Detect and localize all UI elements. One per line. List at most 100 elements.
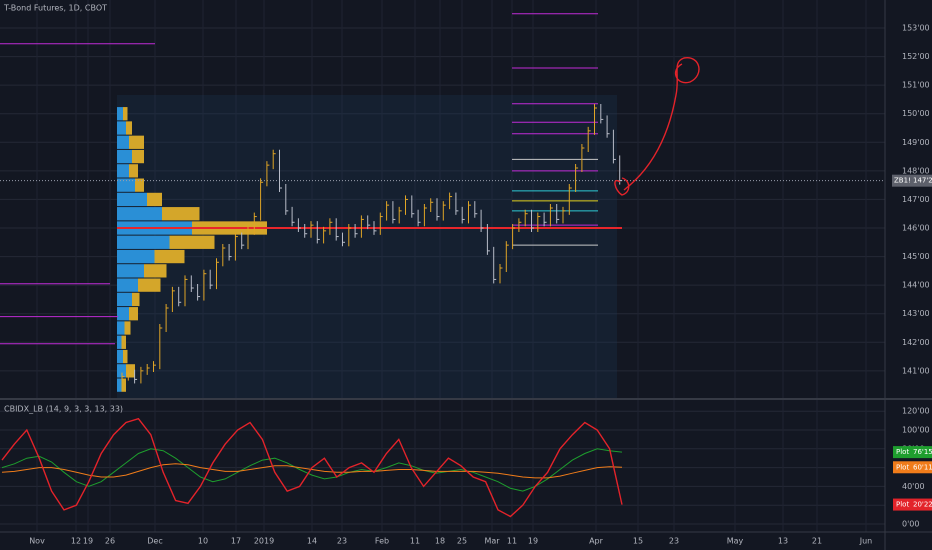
profile-up — [117, 278, 138, 292]
y-tick-label: 148'00 — [902, 166, 930, 175]
x-tick-label: 26 — [105, 537, 115, 546]
profile-up — [117, 121, 126, 135]
plot-name: Plot — [896, 501, 909, 509]
profile-up — [117, 192, 147, 207]
profile-down — [121, 335, 126, 349]
volume-profile — [117, 107, 267, 392]
profile-up — [117, 178, 135, 192]
x-tick-label: 23 — [337, 537, 347, 546]
chart-title: T-Bond Futures, 1D, CBOT — [3, 4, 107, 13]
symbol-label: ZB1! — [894, 177, 911, 185]
profile-down — [132, 292, 140, 307]
x-tick-label: Feb — [375, 537, 389, 546]
profile-down — [126, 364, 135, 378]
y-tick-label: 141'00 — [902, 366, 930, 375]
y-tick-label: 145'00 — [902, 252, 930, 261]
x-tick-label: 11 — [410, 537, 420, 546]
x-tick-label: 11 — [507, 537, 517, 546]
y-tick-label: 147'00 — [902, 195, 930, 204]
x-tick-label: 23 — [669, 537, 679, 546]
x-tick-label: 2019 — [254, 537, 274, 546]
indicator-title: CBIDX_LB (14, 9, 3, 3, 13, 33) — [4, 405, 123, 414]
plot-value-label: 60'11 — [913, 463, 932, 471]
profile-down — [123, 349, 128, 364]
y-tick-label: 120'00 — [902, 407, 930, 416]
profile-up — [117, 207, 162, 221]
profile-up — [117, 164, 129, 178]
x-tick-label: 14 — [307, 537, 317, 546]
x-tick-label: Nov — [29, 537, 45, 546]
freehand-annotation — [614, 57, 700, 196]
profile-down — [129, 164, 138, 178]
profile-up — [117, 321, 125, 335]
y-tick-label: 142'00 — [902, 338, 930, 347]
profile-up — [117, 307, 129, 321]
indicator-line — [1, 448, 623, 492]
y-tick-label: 152'00 — [902, 52, 930, 61]
profile-down — [144, 264, 167, 278]
x-tick-label: 25 — [457, 537, 467, 546]
profile-up — [117, 378, 122, 392]
profile-down — [147, 192, 162, 207]
profile-up — [117, 335, 122, 349]
profile-down — [126, 121, 132, 135]
y-tick-label: 153'00 — [902, 24, 930, 33]
plot-name: Plot — [896, 448, 909, 456]
profile-up — [117, 249, 155, 264]
x-tick-label: Dec — [147, 537, 162, 546]
last-price-label: 147'21 — [913, 177, 932, 185]
indicator-line — [1, 463, 623, 479]
profile-down — [121, 378, 126, 392]
y-tick-label: 100'00 — [902, 425, 930, 434]
profile-down — [123, 107, 128, 121]
axes: 153'00152'00151'00150'00149'00148'00147'… — [29, 24, 932, 546]
profile-down — [169, 235, 215, 249]
plot-value-label: 76'15 — [913, 448, 932, 456]
x-tick-label: Jun — [859, 537, 873, 546]
y-tick-label: 143'00 — [902, 309, 930, 318]
profile-up — [117, 135, 129, 149]
y-tick-label: 0'00 — [902, 520, 919, 529]
x-tick-label: 12 — [71, 537, 81, 546]
y-tick-label: 151'00 — [902, 81, 930, 90]
profile-down — [132, 149, 144, 164]
plot-badge — [893, 498, 932, 511]
x-tick-label: 19 — [528, 537, 538, 546]
profile-up — [117, 292, 132, 307]
profile-up — [117, 349, 123, 364]
profile-up — [117, 149, 132, 164]
x-tick-label: Mar — [484, 537, 500, 546]
profile-down — [135, 178, 144, 192]
y-tick-label: 146'00 — [902, 224, 930, 233]
x-tick-label: 19 — [83, 537, 93, 546]
plot-badge — [893, 461, 932, 474]
x-tick-label: 17 — [231, 537, 241, 546]
plot-name: Plot — [896, 463, 909, 471]
profile-down — [124, 321, 131, 335]
profile-down — [162, 207, 200, 221]
profile-up — [117, 235, 170, 249]
last-price-badge — [892, 174, 932, 187]
plot-value-label: 20'22 — [913, 501, 932, 509]
x-tick-label: Apr — [589, 537, 604, 546]
indicator — [1, 417, 623, 518]
y-tick-label: 144'00 — [902, 281, 930, 290]
y-tick-label: 149'00 — [902, 138, 930, 147]
indicator-line — [1, 417, 623, 518]
x-tick-label: May — [727, 537, 744, 546]
y-tick-label: 150'00 — [902, 109, 930, 118]
profile-down — [154, 249, 185, 264]
profile-up — [117, 264, 144, 278]
x-tick-label: 15 — [633, 537, 643, 546]
profile-up — [117, 364, 126, 378]
price-bars — [121, 104, 623, 384]
x-tick-label: 13 — [778, 537, 788, 546]
x-tick-label: 21 — [812, 537, 822, 546]
y-tick-label: 40'00 — [902, 482, 925, 491]
plot-badge — [893, 446, 932, 459]
profile-down — [129, 135, 144, 149]
profile-up — [117, 107, 123, 121]
x-tick-label: 10 — [198, 537, 208, 546]
profile-down — [129, 307, 138, 321]
